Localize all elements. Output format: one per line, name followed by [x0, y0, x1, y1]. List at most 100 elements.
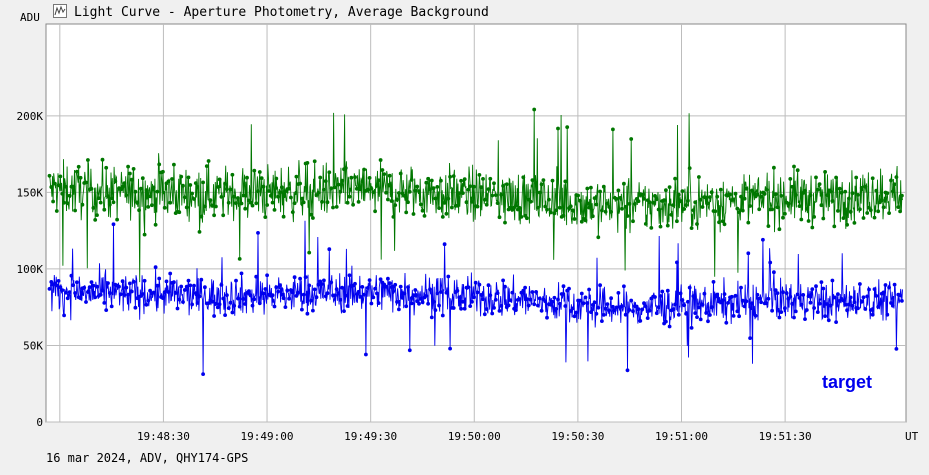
data-point — [625, 214, 630, 218]
data-point — [700, 205, 705, 209]
data-point — [422, 214, 427, 218]
data-point — [327, 247, 332, 252]
data-point — [841, 216, 846, 221]
data-point — [828, 189, 833, 194]
data-point — [665, 223, 670, 228]
x-axis-label: UT — [905, 430, 919, 443]
light-curve-app-icon[interactable] — [53, 4, 67, 18]
data-point — [737, 210, 741, 215]
data-point — [311, 308, 315, 313]
data-point — [395, 197, 399, 202]
series-points — [47, 107, 904, 261]
data-point — [711, 280, 716, 284]
data-point — [894, 175, 899, 180]
data-point — [444, 211, 449, 216]
data-point — [184, 284, 189, 289]
data-point — [561, 213, 566, 218]
data-point — [803, 317, 807, 321]
data-point — [605, 201, 610, 206]
data-point — [783, 211, 787, 216]
data-point — [488, 293, 493, 298]
data-point — [428, 187, 432, 192]
data-point — [508, 298, 513, 303]
data-point — [468, 304, 473, 308]
data-point — [700, 302, 705, 307]
data-point — [95, 284, 99, 289]
plot-area — [45, 23, 907, 423]
data-point — [444, 290, 449, 295]
data-point — [777, 315, 782, 320]
data-point — [64, 290, 68, 295]
data-point — [402, 193, 407, 198]
data-point — [488, 176, 493, 181]
data-point — [210, 299, 215, 304]
data-point — [122, 181, 127, 186]
data-point — [270, 293, 275, 298]
data-point — [744, 299, 749, 304]
data-point — [689, 226, 694, 231]
data-point — [863, 184, 868, 189]
data-point — [73, 208, 77, 213]
data-point — [477, 173, 482, 177]
data-point — [484, 202, 489, 207]
data-point — [878, 301, 882, 306]
data-point — [814, 284, 818, 289]
data-point — [272, 304, 277, 309]
data-point — [204, 164, 209, 169]
data-point — [872, 287, 877, 291]
data-point — [740, 208, 745, 213]
data-point — [503, 220, 507, 225]
data-point — [104, 165, 109, 170]
data-point — [587, 205, 591, 210]
data-point — [239, 271, 244, 276]
data-point — [545, 207, 549, 212]
data-point — [318, 175, 323, 180]
data-point — [365, 286, 370, 290]
data-point — [296, 290, 301, 295]
data-point — [733, 293, 738, 298]
data-point — [568, 309, 573, 313]
data-point — [440, 313, 445, 318]
data-point — [490, 311, 495, 316]
data-point — [768, 260, 773, 265]
data-point — [98, 200, 103, 205]
data-point — [620, 206, 624, 211]
data-point — [594, 202, 599, 207]
data-point — [731, 314, 736, 318]
data-point — [715, 292, 720, 297]
data-point — [448, 174, 452, 179]
data-point — [131, 279, 136, 284]
data-point — [332, 293, 337, 298]
data-point — [93, 295, 98, 300]
data-point — [86, 158, 90, 162]
data-point — [226, 306, 231, 310]
data-point — [166, 179, 171, 184]
data-point — [426, 301, 430, 306]
data-point — [861, 295, 866, 300]
data-point — [153, 222, 158, 227]
data-point — [294, 294, 299, 298]
data-point — [298, 276, 302, 281]
data-point — [559, 292, 564, 296]
data-point — [632, 202, 637, 206]
data-point — [274, 176, 279, 181]
data-point — [230, 310, 235, 315]
data-point — [898, 209, 902, 214]
data-point — [56, 279, 61, 283]
data-point — [543, 204, 548, 209]
data-point — [614, 197, 619, 201]
data-point — [724, 320, 729, 325]
data-point — [225, 187, 229, 192]
data-point — [398, 284, 403, 289]
data-point — [241, 297, 246, 301]
data-point — [320, 282, 324, 286]
data-point — [466, 285, 471, 290]
data-point — [151, 185, 156, 190]
data-point — [206, 159, 211, 163]
data-point — [343, 293, 348, 298]
data-point — [164, 279, 169, 284]
data-point — [528, 297, 533, 302]
data-point — [823, 314, 827, 318]
data-point — [757, 296, 762, 301]
window-title: Light Curve - Aperture Photometry, Avera… — [74, 5, 489, 20]
